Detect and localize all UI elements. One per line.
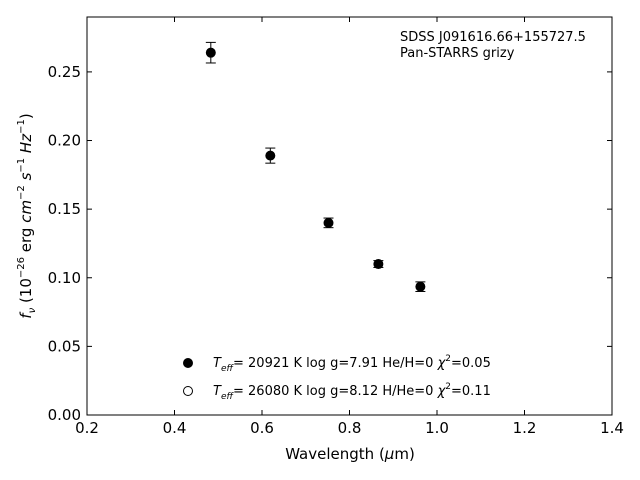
y-tick-label: 0.25 bbox=[48, 63, 81, 81]
data-point bbox=[205, 47, 216, 58]
x-tick-label: 0.8 bbox=[338, 419, 362, 437]
annotation-line-1: SDSS J091616.66+155727.5 bbox=[400, 30, 586, 45]
data-point bbox=[265, 150, 276, 161]
data-point bbox=[373, 259, 384, 270]
legend-marker-open bbox=[183, 386, 193, 396]
data-point bbox=[323, 217, 334, 228]
data-point bbox=[415, 281, 426, 292]
legend-marker-filled bbox=[183, 358, 193, 368]
y-tick-label: 0.15 bbox=[48, 200, 81, 218]
axis-ticks: 0.2 0.4 0.6 0.8 1.0 1.2 1.4 0.00 0.05 0.10 0.15 0.2… bbox=[48, 17, 624, 437]
x-tick-label: 1.0 bbox=[425, 419, 449, 437]
x-tick-label: 1.2 bbox=[513, 419, 537, 437]
data-points bbox=[205, 41, 426, 292]
x-tick-label: 1.4 bbox=[600, 419, 624, 437]
y-tick-label: 0.10 bbox=[48, 269, 81, 287]
x-axis-label: Wavelength (μm) bbox=[285, 445, 415, 463]
legend-label-2: Teff= 26080 K log g=8.12 H/He=0 χ2=0.11 bbox=[213, 382, 491, 402]
y-tick-label: 0.20 bbox=[48, 132, 81, 150]
annotation-line-2: Pan-STARRS grizy bbox=[400, 46, 515, 61]
x-tick-label: 0.4 bbox=[163, 419, 187, 437]
legend-label-1: Teff= 20921 K log g=7.91 He/H=0 χ2=0.05 bbox=[213, 354, 491, 374]
y-tick-label: 0.05 bbox=[48, 337, 81, 355]
y-tick-label: 0.00 bbox=[48, 406, 81, 424]
x-tick-label: 0.6 bbox=[250, 419, 274, 437]
x-tick-label: 0.2 bbox=[75, 419, 99, 437]
y-axis-label: fν (10−26 erg cm−2 s−1 Hz−1) bbox=[16, 113, 38, 318]
